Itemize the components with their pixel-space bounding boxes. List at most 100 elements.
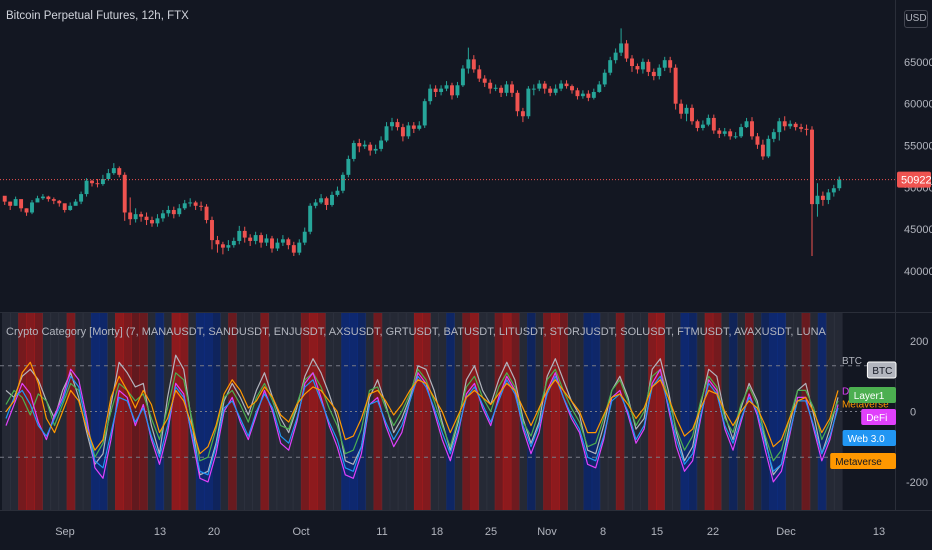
- candle-body: [444, 85, 449, 89]
- candle-body: [400, 127, 405, 137]
- time-tick-label: 22: [707, 526, 719, 538]
- bg-band: [680, 313, 690, 510]
- time-tick-label: Dec: [776, 526, 796, 538]
- bg-band: [179, 313, 189, 510]
- bg-band: [769, 313, 778, 510]
- candle-body: [580, 93, 585, 97]
- candle-body: [160, 213, 165, 219]
- candle-body: [766, 138, 771, 157]
- candle-body: [820, 195, 825, 200]
- bg-band: [365, 313, 375, 510]
- candle-body: [111, 168, 116, 174]
- candle-body: [286, 239, 291, 246]
- indicator-tick-label: -200: [906, 477, 928, 489]
- legend-badge: [848, 387, 896, 403]
- candle-body: [810, 129, 814, 205]
- candle-body: [62, 203, 67, 210]
- candle-body: [630, 58, 634, 67]
- candle-body: [455, 85, 460, 96]
- last-price-tag: [897, 171, 931, 188]
- candle-body: [460, 68, 465, 86]
- candle-body: [520, 111, 525, 117]
- candle-body: [40, 196, 45, 199]
- bg-band: [389, 313, 399, 510]
- candle-body: [122, 174, 127, 213]
- candle-body: [302, 231, 307, 243]
- bg-band: [123, 313, 132, 510]
- candle-body: [531, 88, 536, 90]
- candle-body: [619, 43, 624, 53]
- candle-body: [651, 71, 656, 77]
- candle-body: [73, 201, 78, 206]
- bg-band: [518, 313, 528, 510]
- candle-body: [471, 59, 476, 70]
- candle-body: [771, 132, 776, 139]
- legend-badge-label: Layer1: [854, 391, 885, 402]
- candle-body: [270, 238, 274, 249]
- bg-band: [74, 313, 84, 510]
- candle-body: [150, 220, 154, 224]
- price-tick-label: 65000: [904, 57, 932, 69]
- candle-body: [602, 72, 607, 85]
- candle-body: [635, 66, 640, 70]
- candle-body: [504, 84, 509, 93]
- candle-body: [51, 199, 56, 201]
- candle-body: [24, 208, 29, 213]
- candle-body: [537, 83, 542, 89]
- candle-body: [559, 83, 564, 89]
- candle-body: [384, 126, 389, 141]
- indicator-tick-label: 200: [910, 336, 928, 348]
- bg-band: [155, 313, 165, 510]
- candle-body: [275, 242, 280, 249]
- candle-body: [450, 85, 454, 96]
- candle-body: [264, 238, 269, 243]
- bg-band: [50, 313, 60, 510]
- candle-body: [553, 88, 558, 93]
- candle-body: [79, 194, 84, 202]
- time-tick-label: 20: [208, 526, 220, 538]
- candle-body: [395, 122, 400, 128]
- bg-band: [704, 313, 714, 510]
- bg-band: [688, 313, 698, 510]
- time-tick-label: 8: [600, 526, 606, 538]
- candle-body: [744, 121, 749, 128]
- candle-body: [831, 188, 836, 193]
- series-end-label: BTC: [842, 356, 862, 367]
- bg-band: [98, 313, 108, 510]
- bg-band: [203, 313, 213, 510]
- candle-body: [706, 117, 711, 125]
- time-tick-label: 18: [431, 526, 443, 538]
- candle-body: [13, 199, 18, 206]
- bg-band: [599, 313, 609, 510]
- currency-button[interactable]: USD: [904, 10, 928, 28]
- candle-body: [379, 140, 384, 149]
- candle-body: [177, 208, 182, 215]
- candle-body: [477, 69, 482, 79]
- time-tick-label: Oct: [292, 526, 309, 538]
- candle-body: [417, 125, 422, 129]
- bg-band: [308, 313, 318, 510]
- candle-body: [133, 214, 138, 220]
- bg-band: [349, 313, 358, 510]
- indicator-line-metaverse: [5, 361, 839, 455]
- bg-band: [648, 313, 657, 510]
- candle-body: [804, 128, 809, 130]
- candle-body: [46, 196, 51, 200]
- candle-body: [8, 201, 13, 206]
- candle-body: [777, 121, 782, 133]
- candle-body: [613, 52, 618, 61]
- candle-body: [826, 192, 831, 200]
- bg-band: [325, 313, 334, 510]
- bg-band: [728, 313, 738, 510]
- bg-band: [373, 313, 383, 510]
- candle-body: [155, 218, 160, 224]
- candle-body: [510, 84, 514, 93]
- legend-badge: [861, 409, 896, 425]
- bg-band: [34, 313, 43, 510]
- series-end-label: Metaverse: [842, 400, 889, 411]
- candle-body: [428, 88, 433, 102]
- grid-lines: [0, 0, 932, 511]
- candle-body: [406, 125, 411, 137]
- candle-body: [411, 125, 416, 129]
